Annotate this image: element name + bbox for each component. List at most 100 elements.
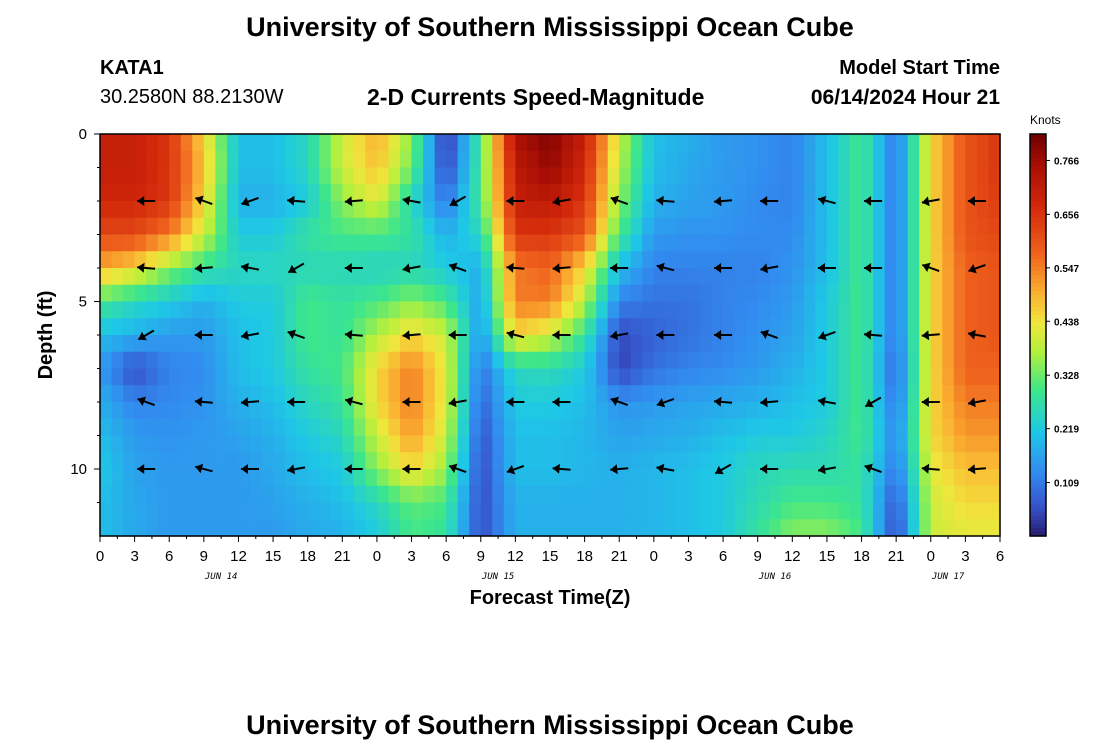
heatmap-cell [653, 201, 666, 219]
heatmap-cell [700, 134, 713, 152]
arrow-head [921, 397, 929, 407]
arrow-head [715, 465, 724, 475]
heatmap-cell [215, 268, 228, 286]
heatmap-cell [400, 368, 413, 386]
heatmap-cell [573, 469, 586, 487]
heatmap-cell [550, 234, 563, 252]
heatmap-cell [307, 251, 320, 269]
heatmap-cell [492, 385, 505, 403]
heatmap-cell [342, 368, 355, 386]
heatmap-cell [573, 251, 586, 269]
heatmap-cell [388, 184, 401, 202]
heatmap-cell [596, 351, 609, 370]
heatmap-cell [826, 201, 840, 219]
colorbar-segment [1030, 162, 1046, 167]
x-tick-label: 6 [442, 548, 450, 565]
heatmap-cell [480, 502, 493, 520]
heatmap-cell [988, 217, 1001, 236]
heatmap-cell [307, 502, 320, 520]
heatmap-cell [746, 452, 759, 470]
colorbar-segment [1030, 206, 1046, 211]
heatmap-cell [665, 318, 678, 336]
heatmap-cell [215, 351, 228, 370]
heatmap-cell [642, 251, 655, 269]
heatmap-cell [319, 284, 332, 303]
heatmap-cell [896, 519, 909, 537]
heatmap-cell [434, 201, 447, 219]
heatmap-cell [769, 502, 782, 520]
heatmap-cell [665, 268, 678, 286]
heatmap-cell [388, 385, 401, 403]
heatmap-cell [538, 452, 551, 470]
colorbar-segment [1030, 427, 1046, 433]
heatmap-cell [861, 201, 874, 219]
colorbar-label: 0.109 [1054, 479, 1079, 490]
heatmap-cell [700, 402, 713, 420]
current-vector-arrow [344, 464, 363, 474]
heatmap-cell [330, 418, 343, 437]
heatmap-cell [411, 452, 424, 470]
heatmap-cell [411, 301, 424, 319]
heatmap-cell [180, 335, 193, 353]
heatmap-cell [515, 134, 528, 152]
heatmap-cell [642, 150, 655, 169]
heatmap-cell [953, 134, 966, 152]
heatmap-cell [561, 469, 574, 487]
heatmap-cell [619, 469, 632, 487]
heatmap-cell [353, 217, 366, 236]
arrow-head [344, 263, 352, 273]
heatmap-cell [988, 284, 1001, 303]
heatmap-cell [307, 519, 320, 537]
heatmap-cell [711, 234, 724, 252]
chart-title: University of Southern Mississippi Ocean… [246, 12, 854, 42]
heatmap-cell [365, 435, 378, 453]
heatmap-cell [850, 351, 863, 370]
heatmap-cell [434, 150, 447, 169]
heatmap-cells [100, 134, 1001, 537]
heatmap-cell [538, 150, 551, 169]
arrow-head [506, 465, 516, 475]
heatmap-cell [734, 485, 747, 504]
heatmap-cell [261, 335, 274, 353]
colorbar-segment [1030, 282, 1046, 288]
heatmap-cell [988, 485, 1001, 504]
heatmap-cell [919, 351, 932, 370]
colorbar-segment [1030, 503, 1046, 509]
heatmap-cell [446, 134, 459, 152]
heatmap-cell [250, 184, 263, 202]
heatmap-cell [630, 134, 643, 152]
arrow-head [402, 464, 410, 474]
heatmap-cell [665, 251, 678, 269]
heatmap-cell [215, 519, 228, 537]
current-vector-arrow [968, 263, 986, 274]
heatmap-cell [226, 251, 240, 269]
heatmap-cell [873, 217, 886, 236]
heatmap-cell [723, 201, 736, 219]
heatmap-cell [838, 402, 851, 420]
heatmap-cell [676, 251, 690, 269]
current-vector-arrow [240, 397, 260, 408]
heatmap-cell [526, 251, 540, 269]
heatmap-cell [503, 402, 516, 420]
colorbar-segment [1030, 531, 1046, 537]
heatmap-cell [976, 485, 990, 504]
heatmap-cell [503, 435, 516, 453]
arrow-head [195, 195, 204, 205]
heatmap-cell [619, 234, 632, 252]
heatmap-cell [676, 318, 690, 336]
heatmap-cell [492, 469, 505, 487]
heatmap-cell [446, 435, 459, 453]
heatmap-cell [515, 201, 528, 219]
heatmap-cell [861, 284, 874, 303]
colorbar-segment [1030, 262, 1046, 268]
heatmap-cell [492, 519, 505, 537]
heatmap-cell [630, 335, 643, 353]
heatmap-cell [411, 150, 424, 169]
heatmap-cell [296, 284, 309, 303]
colorbar-segment [1030, 142, 1046, 147]
heatmap-cell [700, 284, 713, 303]
heatmap-cell [746, 485, 759, 504]
heatmap-cell [826, 150, 840, 169]
heatmap-cell [296, 368, 309, 386]
heatmap-cell [215, 368, 228, 386]
